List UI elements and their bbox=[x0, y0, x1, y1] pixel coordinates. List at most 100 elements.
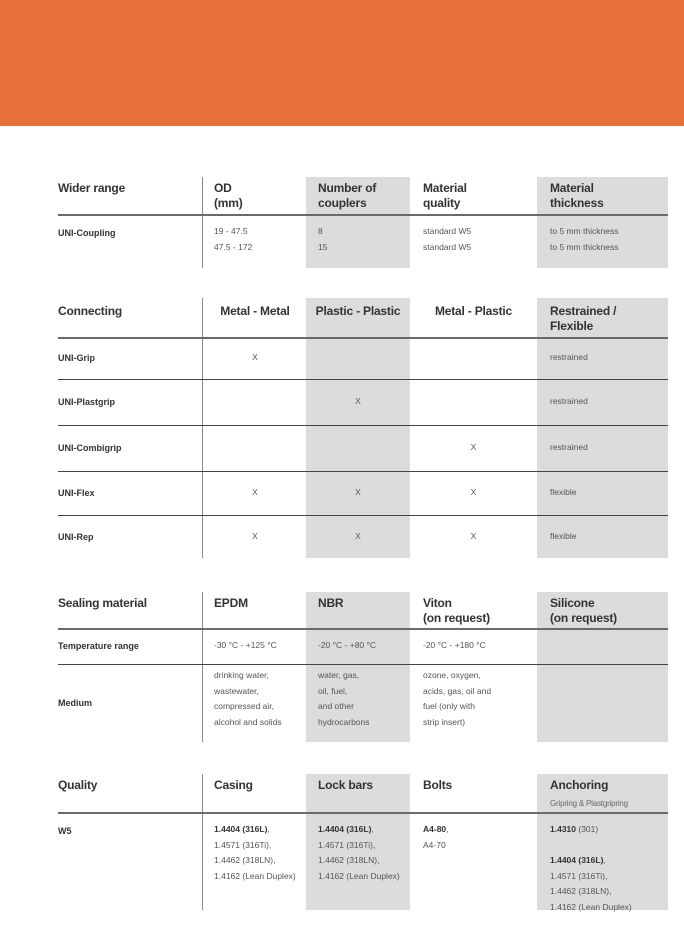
value-text: X bbox=[355, 530, 361, 541]
value-text: alcohol and solids bbox=[214, 716, 282, 727]
row-rule bbox=[58, 471, 668, 472]
value-text: flexible bbox=[550, 487, 577, 498]
cell-line: compressed air, bbox=[214, 699, 307, 715]
header-text: Quality bbox=[58, 778, 98, 792]
table-cell bbox=[306, 425, 410, 471]
value-text: 1.4162 (Lean Duplex) bbox=[214, 870, 296, 881]
cell-line: X bbox=[410, 529, 537, 545]
value-text: , bbox=[371, 824, 374, 834]
table-cell: X bbox=[203, 515, 307, 558]
row-label: UNI-Flex bbox=[58, 488, 95, 498]
header-text: Lock bars bbox=[318, 778, 373, 792]
cell-line: A4-70 bbox=[423, 838, 537, 854]
table-cell: 1.4404 (316L), 1.4571 (316Ti), 1.4462 (318… bbox=[306, 822, 410, 884]
cell-line: 47.5 - 172 bbox=[214, 240, 307, 256]
cell-line: restrained bbox=[550, 394, 668, 410]
header-text: Material quality bbox=[423, 181, 467, 210]
cell-line: X bbox=[203, 485, 307, 501]
value-text: 1.4462 (318LN), bbox=[550, 886, 612, 896]
header-text: Metal - Metal bbox=[220, 304, 290, 318]
cell-line: 1.4404 (316L), bbox=[550, 853, 668, 869]
column-divider bbox=[202, 774, 203, 910]
row-label: UNI-Combigrip bbox=[58, 443, 122, 453]
cell-line: A4-80, bbox=[423, 822, 537, 838]
table-cell: flexible bbox=[537, 515, 668, 558]
value-text: , bbox=[267, 824, 270, 834]
header-subtitle: Gripring & Plastgripring bbox=[550, 799, 628, 808]
value-text: hydrocarbons bbox=[318, 716, 370, 727]
cell-line: 1.4162 (Lean Duplex) bbox=[550, 900, 668, 916]
header-text: NBR bbox=[318, 596, 344, 610]
value-text: 15 bbox=[318, 241, 328, 252]
column-header: Silicone (on request) bbox=[537, 596, 668, 626]
table-cell: 19 - 47.5 47.5 - 172 bbox=[203, 224, 307, 255]
bold-value: A4-80 bbox=[423, 824, 447, 834]
table-cell: to 5 mm thickness to 5 mm thickness bbox=[537, 224, 668, 255]
table-row: Temperature range -30 °C - +125 °C -20 °C … bbox=[58, 628, 668, 664]
value-text: ozone, oxygen, bbox=[423, 670, 481, 680]
header-rule bbox=[58, 337, 668, 339]
value-text: X bbox=[252, 352, 258, 363]
table-row: UNI-Coupling 19 - 47.5 47.5 - 172 8 15 standa… bbox=[58, 214, 668, 268]
shaded-column bbox=[306, 298, 410, 558]
column-header: Material quality bbox=[410, 181, 537, 211]
column-header: OD (mm) bbox=[203, 181, 307, 211]
shaded-column bbox=[306, 177, 410, 268]
value-text: X bbox=[470, 442, 477, 453]
table-cell bbox=[410, 379, 537, 425]
cell-line: X bbox=[410, 485, 537, 501]
cell-line: 1.4162 (Lean Duplex) bbox=[214, 869, 307, 885]
cell-line bbox=[550, 838, 668, 854]
value-text: restrained bbox=[550, 442, 588, 453]
row-label: UNI-Rep bbox=[58, 531, 94, 542]
header-text: Number of couplers bbox=[318, 181, 377, 210]
row-label: UNI-Plastgrip bbox=[58, 397, 116, 407]
value-text: X bbox=[355, 396, 361, 407]
value-text: drinking water, bbox=[214, 670, 269, 680]
value-text: oil, fuel, bbox=[318, 685, 348, 696]
value-text: wastewater, bbox=[214, 685, 259, 696]
header-text: Anchoring bbox=[550, 778, 609, 792]
cell-line: 15 bbox=[318, 240, 410, 256]
value-text: 1.4462 (318LN), bbox=[214, 855, 276, 865]
cell-line: 1.4462 (318LN), bbox=[318, 853, 410, 869]
value-text: compressed air, bbox=[214, 701, 274, 711]
table-cell: flexible bbox=[537, 471, 668, 515]
cell-line: oil, fuel, bbox=[318, 684, 410, 700]
table-cell: X bbox=[203, 337, 307, 379]
table-cell: X bbox=[306, 515, 410, 558]
header-text: EPDM bbox=[214, 596, 248, 610]
table-cell: X bbox=[306, 471, 410, 515]
shaded-column bbox=[537, 177, 668, 268]
column-header: Material thickness bbox=[537, 181, 668, 211]
cell-line: 1.4404 (316L), bbox=[318, 822, 410, 838]
value-text: 47.5 - 172 bbox=[214, 241, 253, 252]
cell-line: X bbox=[203, 529, 307, 545]
bold-value: 1.4404 (316L) bbox=[550, 855, 604, 865]
cell-line: ozone, oxygen, bbox=[423, 668, 537, 684]
value-text: X bbox=[470, 487, 477, 498]
cell-line: wastewater, bbox=[214, 684, 307, 700]
bold-value: 1.4310 bbox=[550, 824, 576, 834]
row-label: Medium bbox=[58, 698, 93, 708]
table-cell: X bbox=[410, 515, 537, 558]
value-text: 1.4462 (318LN), bbox=[318, 855, 380, 865]
value-text: X bbox=[355, 487, 361, 498]
shaded-column bbox=[537, 774, 668, 910]
column-header: Casing bbox=[203, 778, 307, 793]
table-row: W5 1.4404 (316L), 1.4571 (316Ti), 1.4462 (3… bbox=[58, 812, 668, 912]
value-text: standard W5 bbox=[423, 241, 472, 252]
table-cell: X bbox=[410, 471, 537, 515]
cell-line: X bbox=[306, 485, 410, 501]
spec-table: Quality Casing Lock bars Bolts Anchoring Grip… bbox=[58, 774, 668, 912]
header-text: Plastic - Plastic bbox=[315, 304, 401, 318]
column-header: Quality bbox=[58, 778, 202, 793]
bold-value: 1.4404 (316L) bbox=[214, 824, 268, 834]
table-cell: X bbox=[203, 471, 307, 515]
table-cell: water, gas, oil, fuel, and other hydrocarbo… bbox=[306, 668, 410, 730]
column-divider bbox=[202, 298, 203, 558]
cell-line: alcohol and solids bbox=[214, 715, 307, 731]
table-cell: 1.4404 (316L), 1.4571 (316Ti), 1.4462 (318… bbox=[203, 822, 307, 884]
column-header: Viton (on request) bbox=[410, 596, 537, 626]
cell-line: -20 °C - +80 °C bbox=[318, 638, 410, 654]
